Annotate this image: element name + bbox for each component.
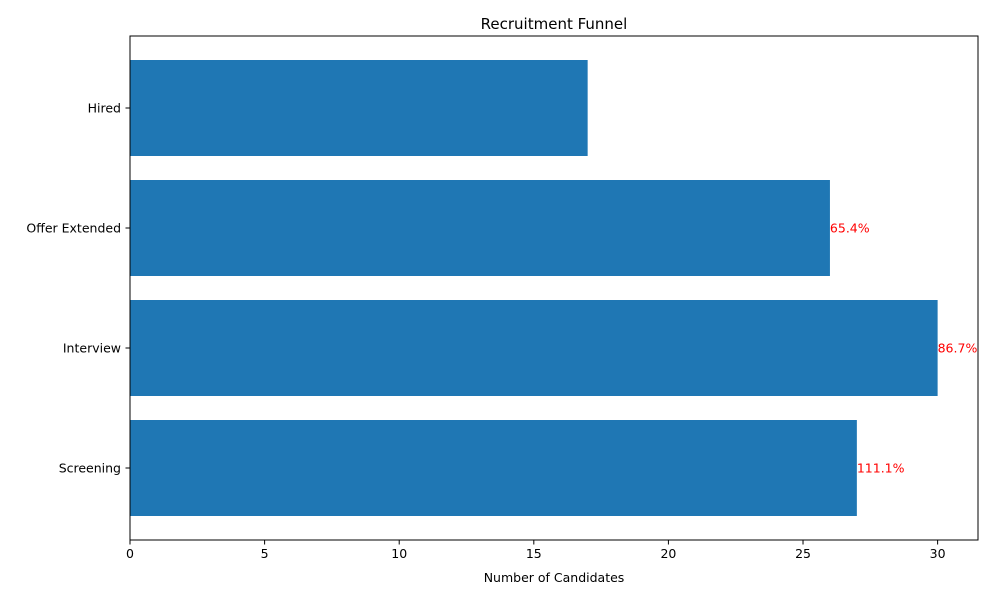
bar-screening: [130, 420, 857, 516]
bar-label-interview: 86.7%: [938, 341, 978, 356]
y-tick-label: Screening: [59, 461, 121, 476]
x-tick-label: 30: [930, 546, 946, 561]
x-axis-ticks: 0 5 10 15 20 25 30: [126, 540, 946, 561]
bar-label-offer-extended: 65.4%: [830, 221, 870, 236]
y-tick-label: Interview: [63, 341, 121, 356]
plot-frame: [129, 35, 979, 541]
x-tick-label: 15: [526, 546, 542, 561]
bar-hired: [130, 60, 588, 156]
x-tick-label: 20: [660, 546, 676, 561]
y-tick-label: Hired: [88, 101, 121, 116]
bar-label-screening: 111.1%: [857, 461, 905, 476]
bar-labels-group: 111.1% 86.7% 65.4%: [830, 221, 978, 476]
x-axis-label: Number of Candidates: [484, 570, 625, 585]
x-tick-label: 5: [261, 546, 269, 561]
x-tick-label: 0: [126, 546, 134, 561]
x-tick-label: 25: [795, 546, 811, 561]
chart-title: Recruitment Funnel: [481, 15, 628, 33]
bar-offer-extended: [130, 180, 830, 276]
y-tick-label: Offer Extended: [26, 221, 121, 236]
bars-group: [130, 60, 938, 516]
x-tick-label: 10: [391, 546, 407, 561]
y-axis-ticks: Screening Interview Offer Extended Hired: [26, 101, 130, 476]
bar-interview: [130, 300, 938, 396]
